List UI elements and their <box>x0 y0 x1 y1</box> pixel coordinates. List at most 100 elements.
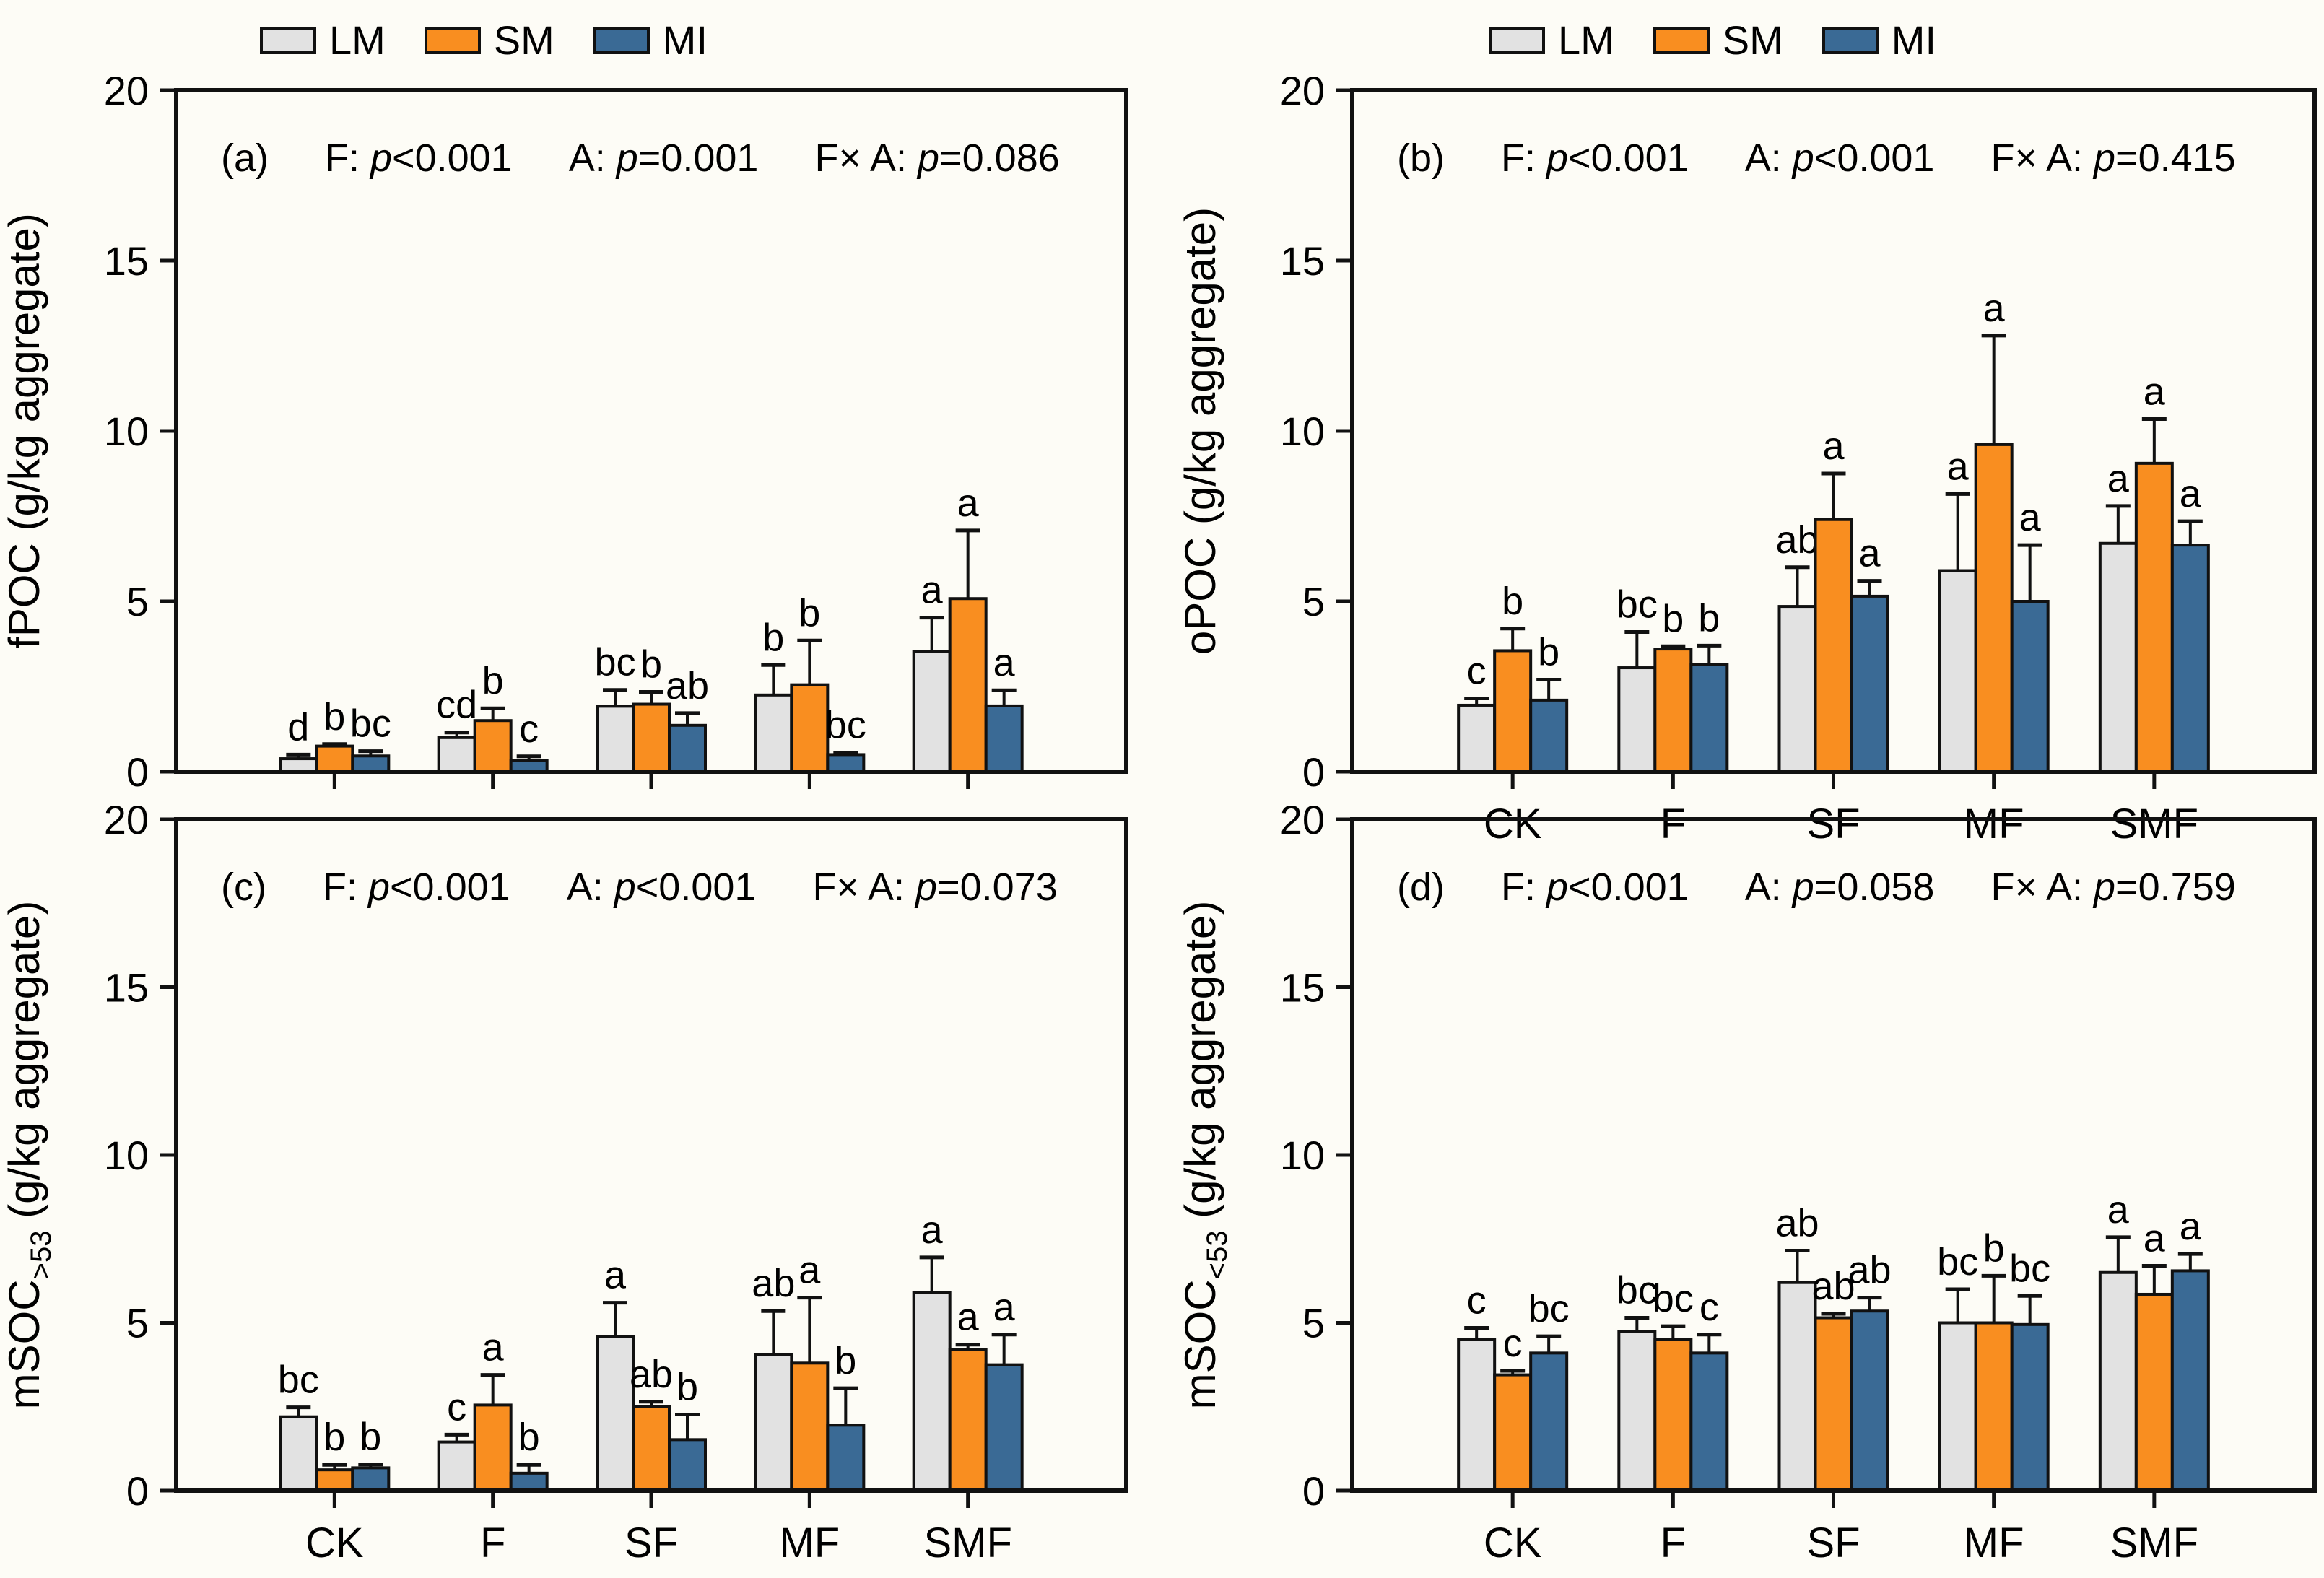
bar-MF-LM <box>754 1353 793 1493</box>
bar-SF-SM <box>1814 518 1853 773</box>
bar-F-LM <box>1617 666 1657 773</box>
sig-letter: bc <box>1616 1269 1658 1312</box>
x-category-label: SMF <box>2110 1520 2198 1566</box>
sig-letter: a <box>921 569 944 612</box>
x-category-label: CK <box>1484 801 1542 847</box>
lm-swatch-icon <box>260 27 316 54</box>
sig-letter: a <box>2180 472 2202 515</box>
sig-letter: a <box>957 1296 980 1339</box>
y-tick-label: 15 <box>104 238 149 284</box>
panel-frame <box>174 817 1128 1493</box>
y-axis-title: fPOC (g/kg aggregate) <box>0 213 48 649</box>
y-tick-label: 0 <box>126 749 149 795</box>
sig-letter: ab <box>752 1262 795 1305</box>
sig-letter: b <box>1662 597 1684 640</box>
panel-frame <box>1350 817 2317 1493</box>
bar-CK-MI <box>351 754 391 773</box>
bar-SMF-MI <box>984 704 1024 773</box>
sig-letter: ab <box>666 664 709 707</box>
sig-letter: c <box>1503 1322 1523 1365</box>
stats-text: (b) F: p<0.001 A: p<0.001 F× A: p=0.415 <box>1397 136 2236 180</box>
bar-F-SM <box>473 719 513 774</box>
bar-MF-SM <box>790 683 830 774</box>
bar-MF-LM <box>1938 569 1977 774</box>
bar-SF-SM <box>1814 1316 1853 1493</box>
sig-letter: bc <box>594 641 635 684</box>
sig-letter: a <box>2107 1188 2130 1232</box>
sig-letter: a <box>2107 457 2130 500</box>
x-category-label: F <box>480 1520 505 1566</box>
bar-SMF-LM <box>912 1291 952 1493</box>
legend-item-lm: LM <box>1489 20 1614 61</box>
sig-letter: c <box>1467 650 1487 693</box>
sig-letter: ab <box>630 1353 673 1396</box>
legend-label-lm: LM <box>1558 17 1614 63</box>
x-category-label: SMF <box>2110 801 2198 847</box>
y-tick-label: 10 <box>104 409 149 454</box>
bar-SMF-SM <box>948 1348 988 1492</box>
bar-CK-SM <box>315 744 354 773</box>
legend-item-mi: MI <box>593 20 708 61</box>
sig-letter: bc <box>2009 1247 2050 1290</box>
bar-SF-MI <box>1850 594 1889 773</box>
bar-SMF-SM <box>2134 461 2174 774</box>
bar-MF-MI <box>2010 1322 2050 1492</box>
bar-F-LM <box>1617 1330 1657 1492</box>
sig-letter: ab <box>1811 1265 1855 1308</box>
y-tick-label: 5 <box>126 579 149 624</box>
sig-letter: bc <box>1653 1277 1694 1320</box>
y-tick-label: 10 <box>104 1133 149 1178</box>
lm-swatch-icon <box>1489 27 1545 54</box>
sig-letter: a <box>993 641 1016 684</box>
sig-letter: c <box>1700 1286 1719 1329</box>
bar-SF-MI <box>668 723 707 773</box>
bar-SF-SM <box>632 1405 671 1492</box>
bar-SF-MI <box>1850 1309 1889 1492</box>
y-tick-label: 20 <box>104 68 149 113</box>
bar-CK-SM <box>1493 649 1533 773</box>
sig-letter: b <box>798 591 820 635</box>
y-tick-label: 20 <box>1280 797 1325 842</box>
bar-SF-LM <box>596 705 635 773</box>
y-tick-label: 0 <box>1302 749 1325 795</box>
sm-swatch-icon <box>1653 27 1710 54</box>
y-tick-label: 5 <box>1302 1301 1325 1346</box>
legend-right: LM SM MI <box>1489 20 1936 61</box>
sig-letter: bc <box>1616 583 1658 626</box>
sig-letter: b <box>323 695 345 738</box>
bar-CK-MI <box>351 1466 391 1493</box>
legend-label-lm: LM <box>329 17 386 63</box>
bar-MF-MI <box>2010 600 2050 773</box>
bar-SF-LM <box>596 1335 635 1492</box>
bar-MF-LM <box>1938 1321 1977 1492</box>
x-category-label: MF <box>779 1520 840 1566</box>
bar-F-SM <box>1653 648 1693 774</box>
legend-item-mi: MI <box>1822 20 1936 61</box>
y-tick-label: 5 <box>126 1301 149 1346</box>
bar-CK-LM <box>279 1415 318 1492</box>
bar-F-LM <box>437 736 476 773</box>
y-tick-label: 15 <box>1280 238 1325 284</box>
bar-CK-LM <box>1457 703 1497 774</box>
bar-SMF-MI <box>2170 544 2210 773</box>
y-tick-label: 0 <box>1302 1468 1325 1514</box>
sig-letter: b <box>323 1416 345 1459</box>
y-axis-title: oPOC (g/kg aggregate) <box>1176 207 1224 655</box>
bar-SF-LM <box>1777 605 1817 774</box>
sig-letter: b <box>482 659 504 702</box>
bar-SF-MI <box>668 1438 707 1492</box>
sig-letter: ab <box>1775 1202 1819 1245</box>
sig-letter: bc <box>1528 1287 1570 1330</box>
bar-SF-LM <box>1777 1281 1817 1492</box>
sig-letter: b <box>676 1365 698 1408</box>
bar-F-MI <box>1689 663 1729 773</box>
sig-letter: a <box>2144 1216 2166 1260</box>
x-category-label: CK <box>1484 1520 1542 1566</box>
x-category-label: SF <box>1806 1520 1860 1566</box>
y-tick-label: 5 <box>1302 579 1325 624</box>
